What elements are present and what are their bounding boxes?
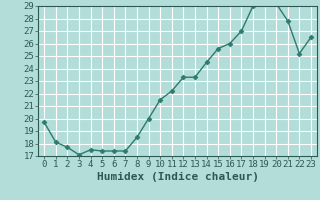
X-axis label: Humidex (Indice chaleur): Humidex (Indice chaleur) bbox=[97, 172, 259, 182]
